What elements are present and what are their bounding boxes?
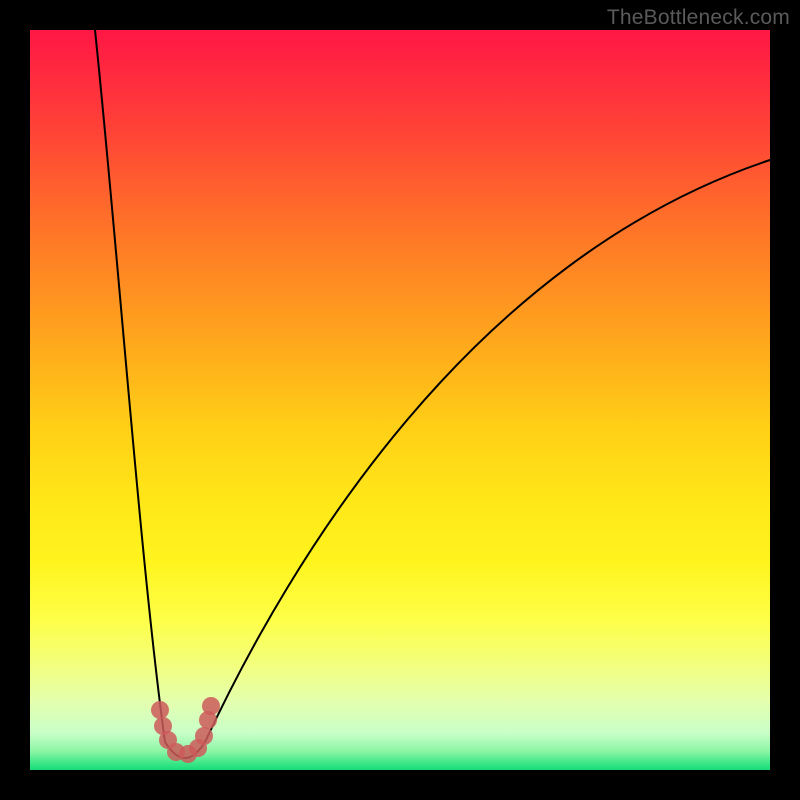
- marker-dot: [195, 727, 213, 745]
- marker-dot: [151, 701, 169, 719]
- watermark-text: TheBottleneck.com: [607, 6, 790, 30]
- stage: TheBottleneck.com: [0, 0, 800, 800]
- plot-area: [30, 30, 770, 770]
- chart-svg: [0, 0, 800, 800]
- marker-dot: [202, 697, 220, 715]
